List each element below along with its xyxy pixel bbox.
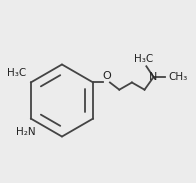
Text: H₃C: H₃C bbox=[134, 54, 153, 64]
Text: H₃C: H₃C bbox=[7, 68, 26, 78]
Text: CH₃: CH₃ bbox=[169, 72, 188, 82]
Text: N: N bbox=[149, 72, 158, 82]
Text: H₂N: H₂N bbox=[15, 127, 35, 137]
Text: O: O bbox=[102, 71, 111, 81]
